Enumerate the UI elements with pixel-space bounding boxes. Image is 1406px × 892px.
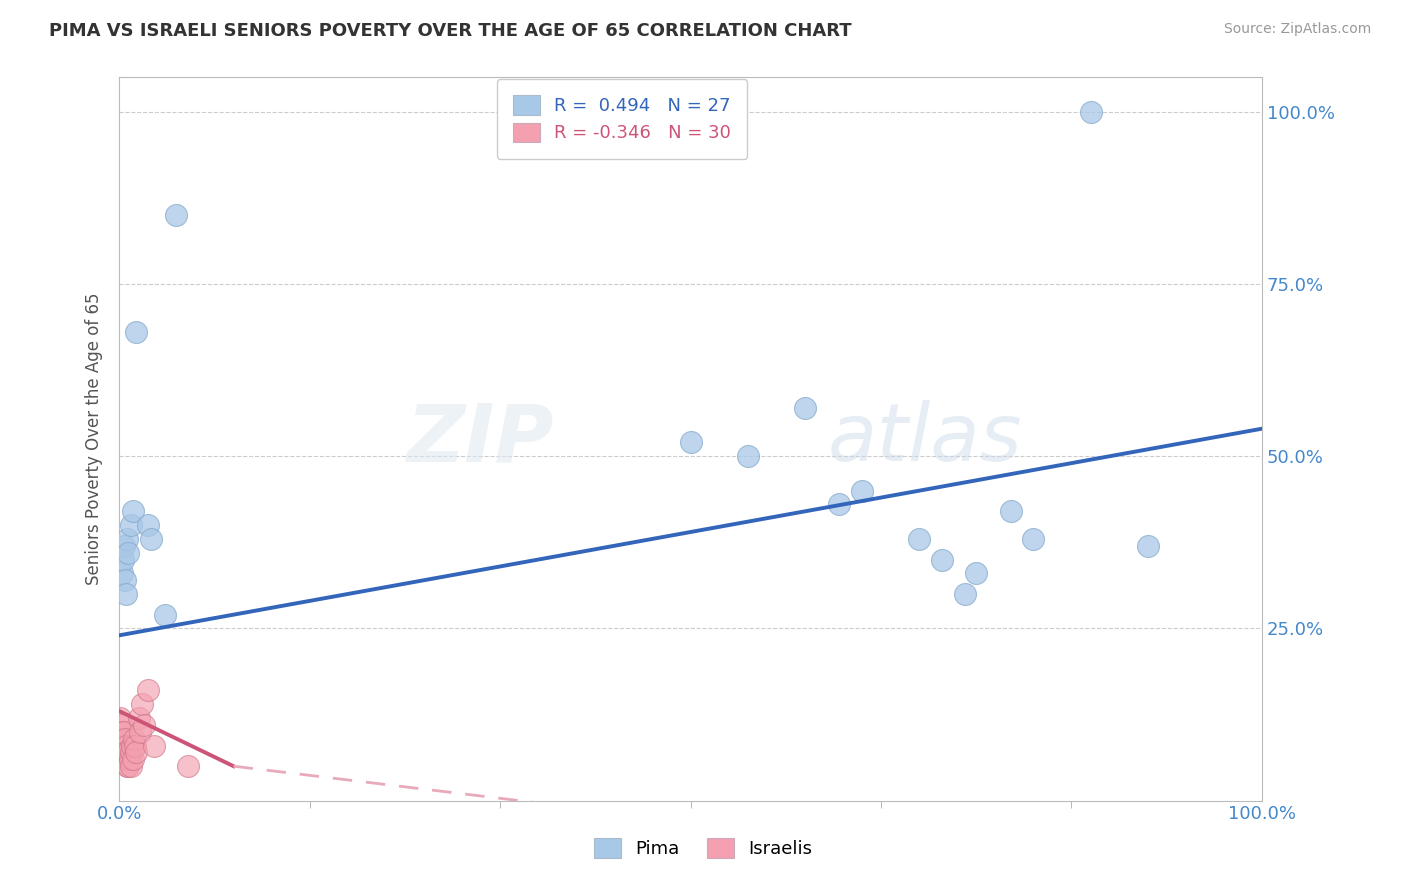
Point [153, 607, 176, 622]
Text: ZIP: ZIP [406, 400, 554, 478]
Point [1136, 539, 1159, 553]
Point [828, 498, 851, 512]
Point [125, 746, 148, 760]
Point [122, 752, 145, 766]
Point [141, 532, 163, 546]
Point [120, 518, 142, 533]
Text: Source: ZipAtlas.com: Source: ZipAtlas.com [1223, 22, 1371, 37]
Point [131, 697, 153, 711]
Point [111, 552, 134, 566]
Point [142, 739, 165, 753]
Point [117, 546, 139, 560]
Point [121, 739, 143, 753]
Y-axis label: Seniors Poverty Over the Age of 65: Seniors Poverty Over the Age of 65 [86, 293, 103, 585]
Point [117, 759, 139, 773]
Point [114, 731, 136, 746]
Point [128, 711, 150, 725]
Point [125, 326, 148, 340]
Point [120, 746, 142, 760]
Point [165, 208, 187, 222]
Point [111, 731, 134, 746]
Legend: Pima, Israelis: Pima, Israelis [578, 822, 828, 874]
Point [134, 718, 156, 732]
Point [679, 435, 702, 450]
Point [908, 532, 931, 546]
Point [1000, 504, 1022, 518]
Point [117, 746, 139, 760]
Point [120, 759, 142, 773]
Point [793, 401, 815, 415]
Point [122, 504, 145, 518]
Point [136, 518, 159, 533]
Point [115, 739, 138, 753]
Text: atlas: atlas [828, 400, 1022, 478]
Point [110, 724, 132, 739]
Point [124, 739, 146, 753]
Point [177, 759, 200, 773]
Point [953, 587, 976, 601]
Point [112, 724, 135, 739]
Point [110, 566, 132, 581]
Point [136, 683, 159, 698]
Point [1022, 532, 1045, 546]
Point [117, 752, 139, 766]
Point [931, 552, 953, 566]
Point [110, 718, 132, 732]
Point [118, 752, 141, 766]
Point [737, 449, 759, 463]
Point [115, 746, 138, 760]
Point [965, 566, 987, 581]
Point [117, 532, 139, 546]
Point [112, 746, 135, 760]
Text: PIMA VS ISRAELI SENIORS POVERTY OVER THE AGE OF 65 CORRELATION CHART: PIMA VS ISRAELI SENIORS POVERTY OVER THE… [49, 22, 852, 40]
Point [117, 759, 139, 773]
Legend: R =  0.494   N = 27, R = -0.346   N = 30: R = 0.494 N = 27, R = -0.346 N = 30 [496, 79, 748, 159]
Point [122, 731, 145, 746]
Point [128, 724, 150, 739]
Point [114, 752, 136, 766]
Point [111, 739, 134, 753]
Point [112, 539, 135, 553]
Point [115, 587, 138, 601]
Point [851, 483, 873, 498]
Point [110, 711, 132, 725]
Point [1080, 104, 1102, 119]
Point [114, 573, 136, 587]
